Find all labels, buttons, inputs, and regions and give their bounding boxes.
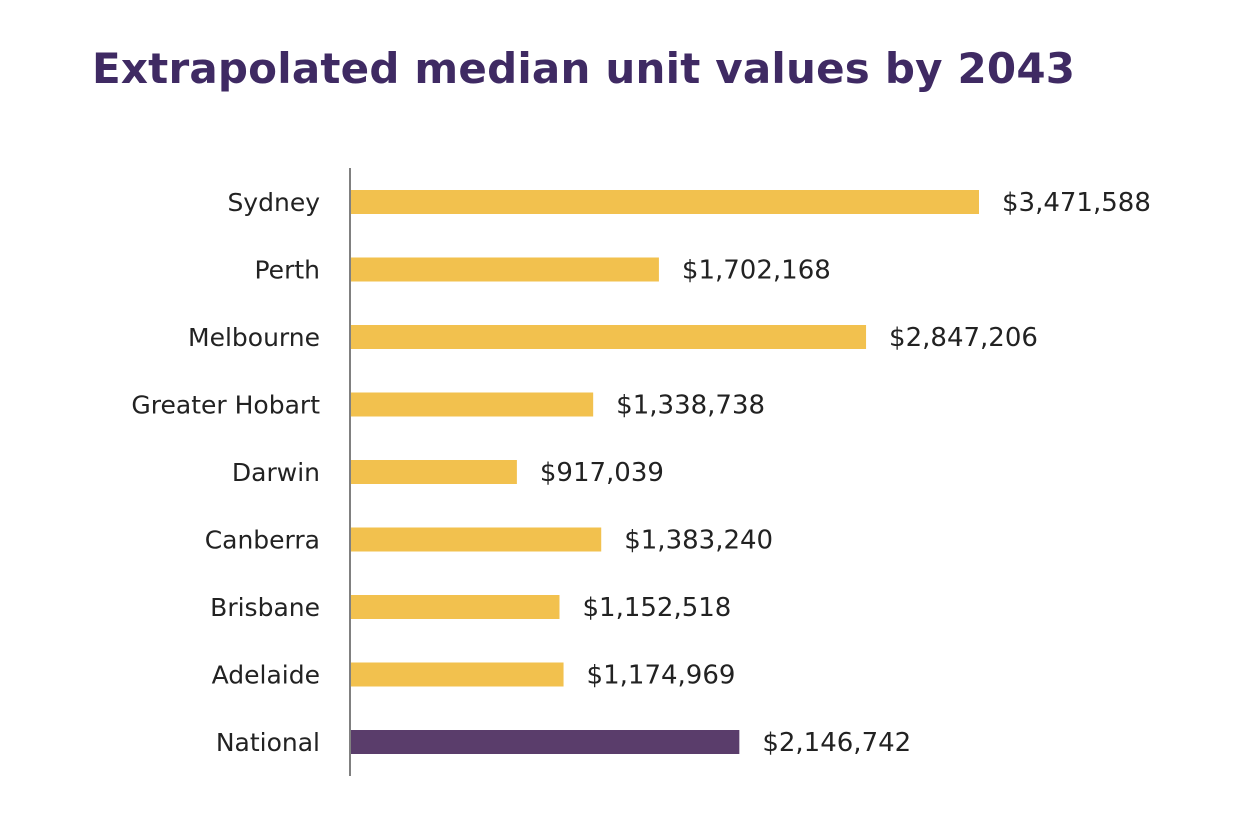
category-label-greater-hobart: Greater Hobart bbox=[131, 391, 320, 420]
category-label-sydney: Sydney bbox=[227, 188, 320, 217]
bar-greater-hobart bbox=[351, 392, 594, 417]
bar-adelaide bbox=[351, 662, 564, 687]
category-label-brisbane: Brisbane bbox=[210, 593, 320, 622]
bar-national bbox=[351, 730, 740, 754]
value-label-brisbane: $1,152,518 bbox=[582, 593, 731, 623]
category-label-national: National bbox=[216, 728, 320, 757]
bar-brisbane bbox=[351, 595, 560, 619]
bar-sydney bbox=[351, 190, 979, 214]
category-label-canberra: Canberra bbox=[205, 526, 320, 555]
value-label-darwin: $917,039 bbox=[540, 458, 664, 488]
bar-darwin bbox=[351, 460, 517, 484]
category-label-perth: Perth bbox=[255, 256, 321, 285]
category-label-adelaide: Adelaide bbox=[212, 661, 320, 690]
value-label-national: $2,146,742 bbox=[762, 728, 911, 758]
bar-melbourne bbox=[351, 325, 867, 349]
value-label-melbourne: $2,847,206 bbox=[889, 323, 1038, 353]
category-label-melbourne: Melbourne bbox=[188, 323, 320, 352]
value-label-sydney: $3,471,588 bbox=[1002, 188, 1151, 218]
value-label-canberra: $1,383,240 bbox=[624, 526, 773, 556]
value-label-perth: $1,702,168 bbox=[682, 256, 831, 286]
value-label-adelaide: $1,174,969 bbox=[587, 661, 736, 691]
value-label-greater-hobart: $1,338,738 bbox=[616, 391, 765, 421]
category-label-darwin: Darwin bbox=[232, 458, 320, 487]
bar-perth bbox=[351, 257, 659, 282]
bar-canberra bbox=[351, 527, 602, 552]
chart-title: Extrapolated median unit values by 2043 bbox=[92, 44, 1076, 93]
